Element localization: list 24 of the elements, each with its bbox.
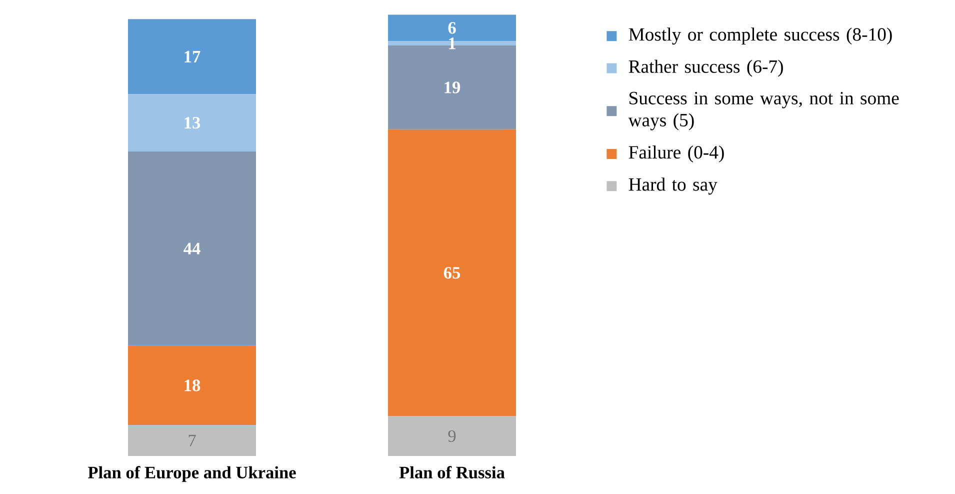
bar [128,346,256,426]
legend-label: Mostly or complete success (8-10) [628,28,892,45]
bar [388,416,516,456]
data-label: 18 [184,380,200,392]
data-label: 19 [444,82,460,94]
x-tick-label: Plan of Russia [399,466,505,478]
bar [128,94,256,152]
data-label: 13 [184,116,200,129]
data-label: 44 [184,242,200,254]
data-label: 1 [449,38,456,50]
bar [388,129,516,416]
legend-label: Rather success (6-7) [628,60,783,77]
data-label: 9 [448,430,456,442]
bar [128,19,256,94]
legend-label: Failure (0-4) [628,145,724,162]
data-label: 7 [188,434,196,446]
data-label: 6 [448,22,456,34]
x-tick-label: Plan of Europe and Ukraine [88,466,296,482]
bar [128,425,256,456]
bar [128,151,256,346]
data-label: 65 [444,267,460,279]
legend-label: Success in some ways, not in some ways (5) [628,92,899,130]
data-label: 17 [184,50,200,62]
legend-label: Hard to say [628,178,718,195]
